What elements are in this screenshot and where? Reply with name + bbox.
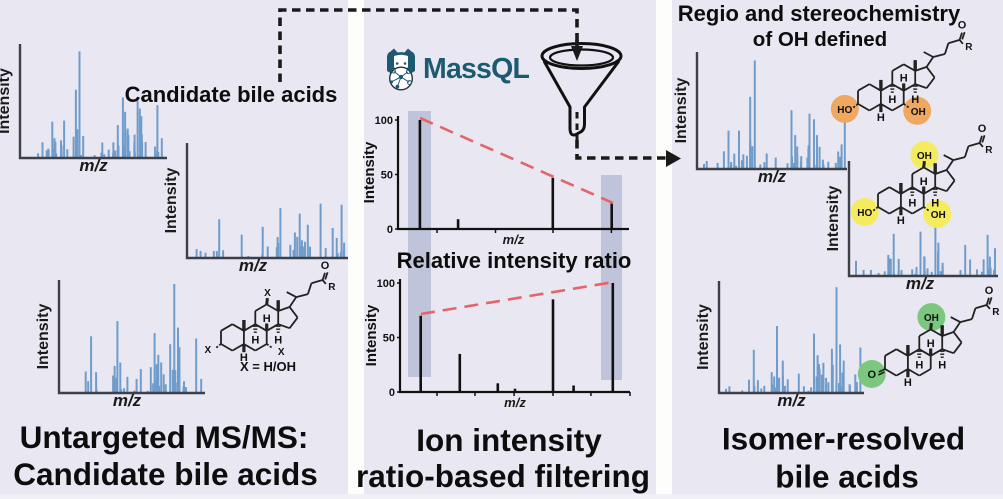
svg-text:Candidate bile acids: Candidate bile acids <box>13 456 318 492</box>
svg-text:Intensity: Intensity <box>825 186 842 252</box>
svg-text:Intensity: Intensity <box>361 141 378 203</box>
svg-text:X: X <box>204 345 211 356</box>
svg-text:H: H <box>897 215 905 227</box>
svg-text:Regio and stereochemistry: Regio and stereochemistry <box>678 1 961 26</box>
svg-text:MassQL: MassQL <box>423 53 529 85</box>
svg-text:H: H <box>877 112 885 124</box>
svg-text:Intensity: Intensity <box>695 304 712 370</box>
svg-text:Untargeted MS/MS:: Untargeted MS/MS: <box>20 419 309 455</box>
svg-text:m/z: m/z <box>503 232 525 247</box>
svg-text:R: R <box>992 307 1000 318</box>
svg-text:Relative intensity ratio: Relative intensity ratio <box>397 248 632 273</box>
svg-text:m/z: m/z <box>239 256 268 275</box>
svg-text:Intensity: Intensity <box>673 78 690 144</box>
svg-text:X: X <box>278 347 285 358</box>
svg-text:Intensity: Intensity <box>363 304 380 366</box>
svg-text:O: O <box>321 260 330 272</box>
svg-text:Candidate bile acids: Candidate bile acids <box>125 82 338 107</box>
svg-text:ratio-based filtering: ratio-based filtering <box>356 458 650 494</box>
svg-text:O: O <box>868 369 877 381</box>
svg-text:bile acids: bile acids <box>775 459 919 495</box>
svg-text:O: O <box>958 20 967 32</box>
svg-text:H: H <box>240 352 248 364</box>
svg-text:O: O <box>985 285 994 297</box>
svg-text:X: X <box>264 288 271 299</box>
svg-text:of OH defined: of OH defined <box>753 28 887 51</box>
svg-text:H: H <box>908 197 916 209</box>
svg-text:50: 50 <box>383 333 395 345</box>
svg-text:m/z: m/z <box>906 274 935 293</box>
svg-text:m/z: m/z <box>79 156 108 175</box>
svg-text:H: H <box>274 334 282 346</box>
svg-text:m/z: m/z <box>504 395 526 410</box>
svg-text:H: H <box>931 197 939 209</box>
svg-text:0: 0 <box>389 387 395 399</box>
svg-text:100: 100 <box>377 278 395 290</box>
svg-text:H: H <box>920 176 928 188</box>
svg-text:R: R <box>985 145 993 156</box>
svg-text:O: O <box>978 123 987 135</box>
svg-text:OH: OH <box>931 210 946 221</box>
svg-text:Intensity: Intensity <box>0 68 13 134</box>
svg-text:Isomer-resolved: Isomer-resolved <box>722 421 965 457</box>
svg-text:HO: HO <box>857 208 872 219</box>
svg-text:X = H/OH: X = H/OH <box>240 359 296 374</box>
svg-text:Intensity: Intensity <box>35 304 52 370</box>
svg-text:OH: OH <box>911 107 926 118</box>
svg-text:m/z: m/z <box>113 391 142 410</box>
svg-text:HO: HO <box>837 105 852 116</box>
svg-text:H: H <box>904 377 912 389</box>
svg-text:R: R <box>328 282 336 293</box>
svg-text:H: H <box>251 334 259 346</box>
svg-text:Intensity: Intensity <box>163 168 180 234</box>
svg-text:0: 0 <box>387 224 393 236</box>
svg-text:m/z: m/z <box>777 391 806 410</box>
svg-text:H: H <box>911 94 919 106</box>
svg-text:H: H <box>900 73 908 85</box>
svg-text:H: H <box>263 313 271 325</box>
svg-text:R: R <box>965 42 973 53</box>
svg-text:OH: OH <box>917 151 932 162</box>
svg-text:OH: OH <box>924 313 939 324</box>
svg-text:m/z: m/z <box>758 167 787 186</box>
svg-text:Ion intensity: Ion intensity <box>416 422 602 458</box>
svg-text:H: H <box>938 359 946 371</box>
svg-text:H: H <box>888 94 896 106</box>
svg-text:50: 50 <box>381 170 393 182</box>
svg-text:100: 100 <box>375 115 393 127</box>
svg-text:H: H <box>927 338 935 350</box>
svg-text:H: H <box>915 359 923 371</box>
